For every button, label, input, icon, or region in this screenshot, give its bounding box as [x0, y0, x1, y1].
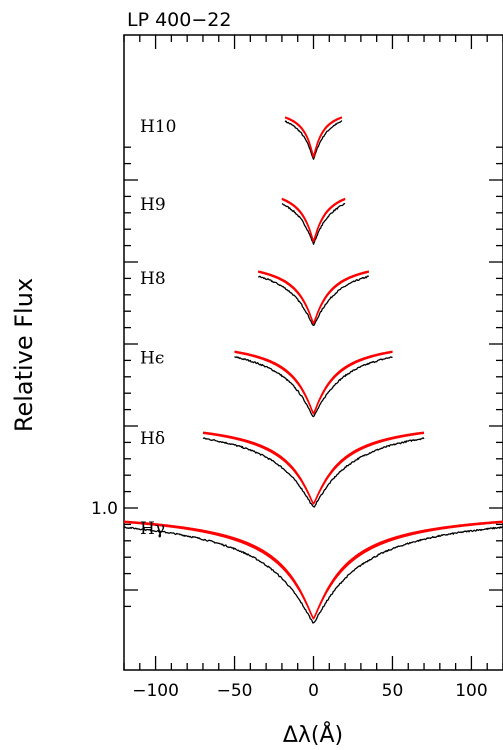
axis-ticks: −100 −50 0 50 100 1.0: [91, 35, 503, 701]
chart-title: LP 400−22: [127, 9, 231, 31]
y-axis-label: Relative Flux: [10, 278, 38, 432]
line-label: H10: [140, 117, 176, 137]
x-tick-label: −50: [217, 681, 253, 701]
model-fit: [202, 431, 425, 505]
model-fit: [124, 521, 503, 620]
model-fit: [284, 117, 343, 158]
observed-spectrum: [281, 202, 346, 245]
x-tick-label: −100: [132, 681, 179, 701]
model-fit: [123, 521, 503, 620]
x-tick-label: 100: [455, 681, 487, 701]
plot-frame: [123, 34, 503, 671]
line-label: H9: [140, 195, 166, 215]
observed-spectrum: [234, 356, 393, 418]
model-fit: [234, 350, 393, 415]
model-fit: [258, 271, 369, 325]
observed-spectrum: [202, 437, 425, 508]
x-axis-label: Δλ(Å): [283, 721, 343, 748]
line-label: Hϵ: [140, 348, 164, 368]
observed-spectrum: [258, 275, 369, 327]
model-fit: [258, 270, 369, 325]
model-fit: [281, 198, 346, 243]
line-label: Hδ: [140, 429, 165, 449]
observed-spectrum: [284, 120, 343, 160]
x-tick-label: 50: [382, 681, 404, 701]
y-tick-label: 1.0: [91, 499, 118, 519]
line-label: H8: [140, 269, 166, 289]
x-tick-label: 0: [308, 681, 319, 701]
model-fit: [123, 520, 503, 620]
model-fit: [258, 270, 369, 325]
model-fit: [284, 116, 343, 158]
line-labels: H10 H9 H8 Hϵ Hδ Hγ: [140, 117, 176, 539]
model-fit: [284, 116, 343, 158]
spectral-lines: [123, 116, 503, 624]
observed-spectrum: [123, 526, 503, 624]
line-label: Hγ: [140, 519, 165, 539]
model-fit: [234, 351, 393, 415]
model-fit: [234, 351, 393, 415]
model-fit: [202, 432, 425, 505]
model-fit: [202, 432, 425, 505]
